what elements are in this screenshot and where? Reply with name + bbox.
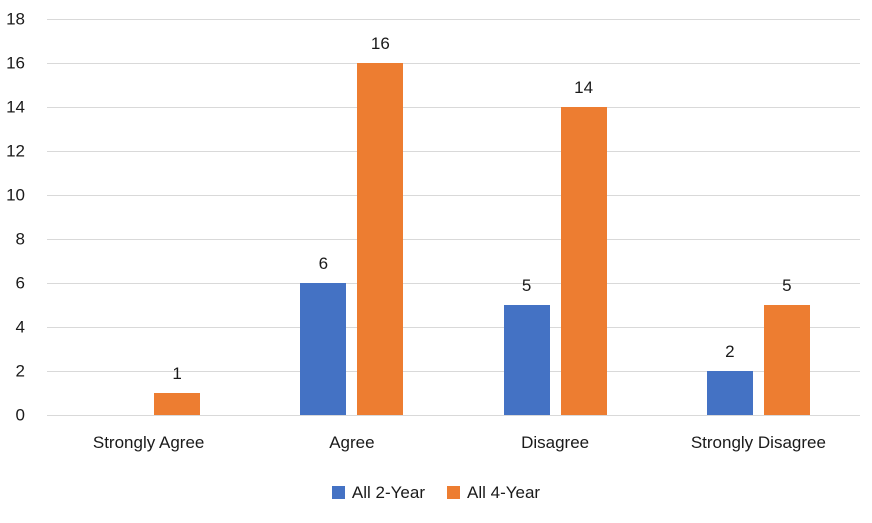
bar-data-label: 6 xyxy=(318,254,329,274)
bar-data-label: 14 xyxy=(574,78,594,97)
y-axis-tick-label: 18 xyxy=(6,9,25,29)
legend-color-swatch xyxy=(331,486,345,499)
legend-label: All 2-Year xyxy=(351,483,425,502)
y-axis-tick-label: 14 xyxy=(6,97,25,117)
y-axis-tick-label: 2 xyxy=(15,361,25,381)
gridline xyxy=(47,195,860,196)
y-axis-tick-label: 0 xyxy=(15,405,25,425)
gridline xyxy=(47,150,860,152)
bar-all-4-year-agree: 16 xyxy=(357,35,404,415)
bar-all-2-year-strongly-disagree: 2 xyxy=(706,343,753,415)
gridline xyxy=(47,239,860,240)
legend-item-all-2-year: All 2-Year xyxy=(331,483,425,502)
x-axis: Strongly Agree Agree Disagree Strongly Disa… xyxy=(47,433,860,453)
gridline xyxy=(47,371,860,372)
bar-all-2-year-disagree: 5 xyxy=(503,277,550,415)
plot-area: 1 6 16 5 14 2 5 xyxy=(47,19,860,416)
legend-label: All 4-Year xyxy=(467,483,541,502)
bar-all-2-year-agree: 6 xyxy=(300,255,347,415)
x-axis-category-label: Agree xyxy=(329,433,375,452)
category-group-agree: 6 16 xyxy=(250,19,453,415)
bar-data-label: 5 xyxy=(521,276,532,295)
bar-all-4-year-disagree: 14 xyxy=(560,79,607,415)
gridline xyxy=(47,327,860,328)
category-group-strongly-agree: 1 xyxy=(47,19,250,415)
x-axis-category-label: Disagree xyxy=(521,433,590,452)
bars-layer: 1 6 16 5 14 2 5 xyxy=(47,19,860,415)
bar-all-4-year-strongly-disagree: 5 xyxy=(763,277,810,415)
bar-data-label: 16 xyxy=(370,34,390,53)
x-axis-category-label: Strongly Disagree xyxy=(690,433,826,452)
legend-item-all-4-year: All 4-Year xyxy=(447,484,540,501)
category-group-disagree: 5 14 xyxy=(454,19,657,415)
y-axis-tick-label: 8 xyxy=(15,229,25,249)
x-axis-category-label: Strongly Agree xyxy=(92,433,205,452)
y-axis-tick-label: 4 xyxy=(15,317,25,337)
bar-all-4-year-strongly-agree: 1 xyxy=(154,365,201,415)
gridline xyxy=(47,282,860,284)
gridline xyxy=(47,63,860,64)
bar-data-label: 2 xyxy=(725,342,735,361)
y-axis-tick-label: 16 xyxy=(6,53,25,73)
bar-data-label: 5 xyxy=(782,276,792,295)
y-axis: 0 2 4 6 8 10 12 14 16 18 xyxy=(0,11,25,424)
legend-color-swatch xyxy=(447,486,460,499)
y-axis-tick-label: 6 xyxy=(15,273,25,293)
y-axis-tick-label: 12 xyxy=(6,141,25,161)
gridline xyxy=(47,107,860,108)
gridline xyxy=(47,19,860,20)
bar-data-label: 1 xyxy=(172,364,182,383)
legend: All 2-Year All 4-Year xyxy=(0,484,872,501)
y-axis-tick-label: 10 xyxy=(6,185,25,205)
x-axis-line xyxy=(47,415,860,416)
